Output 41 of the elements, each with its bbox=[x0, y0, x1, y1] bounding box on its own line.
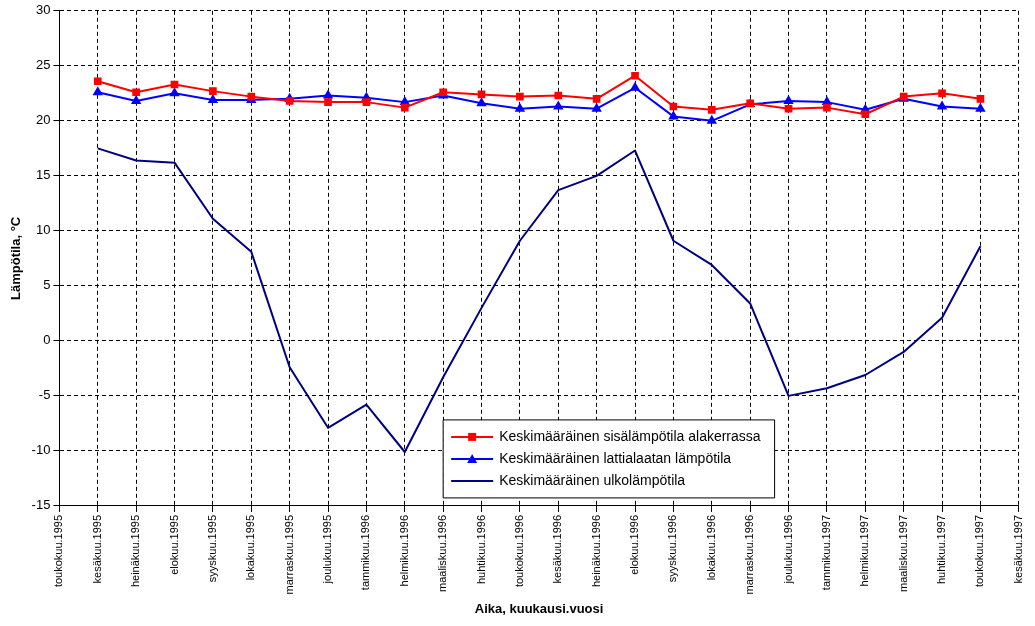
y-tick-label: -10 bbox=[31, 442, 51, 458]
x-tick-label: tammikuu.1997 bbox=[819, 514, 832, 591]
x-tick-label: heinäkuu.1995 bbox=[129, 514, 142, 588]
y-tick-label: 30 bbox=[35, 2, 51, 18]
legend-label: Keskimääräinen lattialaatan lämpötila bbox=[499, 449, 732, 466]
x-tick-label: syyskuu.1996 bbox=[666, 514, 679, 583]
x-tick-label: heinäkuu.1996 bbox=[589, 514, 602, 588]
x-tick-label: marraskuu.1996 bbox=[743, 514, 756, 595]
legend-label: Keskimääräinen sisälämpötila alakerrassa bbox=[499, 427, 761, 444]
x-tick-label: elokuu.1996 bbox=[628, 514, 641, 575]
y-tick-label: 5 bbox=[43, 277, 51, 293]
x-tick-label: helmikuu.1996 bbox=[397, 514, 410, 587]
x-tick-label: kesäkuu.1995 bbox=[90, 514, 103, 584]
x-tick-label: helmikuu.1997 bbox=[858, 514, 871, 587]
x-tick-label: huhtikuu.1996 bbox=[474, 514, 487, 585]
x-tick-label: toukokuu.1995 bbox=[52, 514, 65, 588]
x-tick-label: joulukuu.1996 bbox=[781, 514, 794, 585]
y-tick-label: 0 bbox=[43, 332, 51, 348]
x-tick-label: kesäkuu.1996 bbox=[551, 514, 564, 584]
x-tick-label: lokakuu.1995 bbox=[244, 514, 257, 581]
x-tick-label: tammikuu.1996 bbox=[359, 514, 372, 591]
y-tick-label: 10 bbox=[35, 222, 51, 238]
x-tick-label: marraskuu.1995 bbox=[282, 514, 295, 595]
x-tick-label: toukokuu.1996 bbox=[512, 514, 525, 588]
x-tick-label: kesäkuu.1997 bbox=[1011, 514, 1024, 584]
y-tick-label: 25 bbox=[35, 57, 51, 73]
x-tick-label: elokuu.1995 bbox=[167, 514, 180, 575]
x-tick-label: maaliskuu.1997 bbox=[896, 514, 909, 592]
x-axis-title: Aika, kuukausi.vuosi bbox=[474, 600, 604, 616]
x-tick-label: maaliskuu.1996 bbox=[436, 514, 449, 592]
x-tick-label: huhtikuu.1997 bbox=[935, 514, 948, 585]
y-tick-label: -5 bbox=[38, 387, 51, 403]
x-tick-label: toukokuu.1997 bbox=[973, 514, 986, 588]
y-tick-label: 15 bbox=[35, 167, 51, 183]
x-tick-label: lokakuu.1996 bbox=[704, 514, 717, 581]
y-tick-label: 20 bbox=[35, 112, 51, 128]
y-axis-title: Lämpötila, °C bbox=[8, 216, 24, 300]
legend-label: Keskimääräinen ulkolämpötila bbox=[499, 471, 686, 488]
x-tick-label: syyskuu.1995 bbox=[205, 514, 218, 583]
x-tick-label: joulukuu.1995 bbox=[321, 514, 334, 585]
y-tick-label: -15 bbox=[31, 497, 51, 513]
